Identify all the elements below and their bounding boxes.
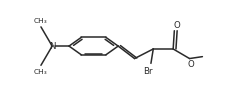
Text: CH₃: CH₃ xyxy=(34,69,48,74)
Text: N: N xyxy=(49,42,55,51)
Text: O: O xyxy=(187,60,194,69)
Text: CH₃: CH₃ xyxy=(34,18,48,24)
Text: Br: Br xyxy=(143,67,153,76)
Text: O: O xyxy=(174,21,181,30)
